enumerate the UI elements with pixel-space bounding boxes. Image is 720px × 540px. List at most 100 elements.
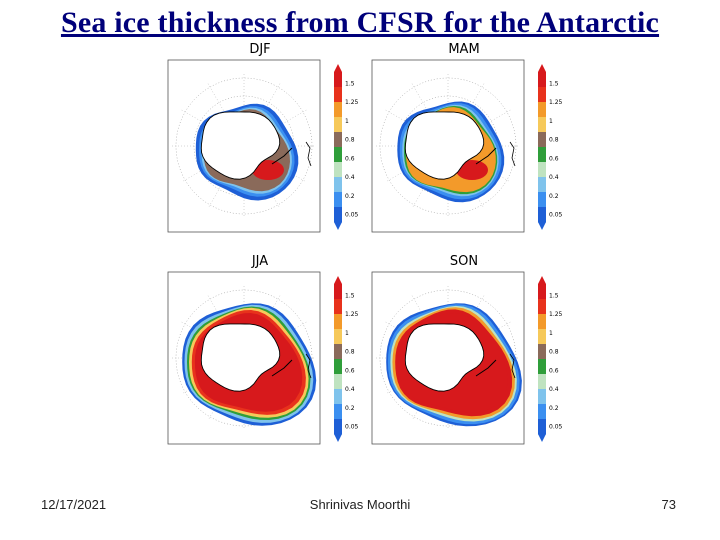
colorbar-tick-label: 1 [549,330,553,337]
colorbar-segment [334,87,342,103]
colorbar-segment [538,102,546,118]
colorbar-segment [334,177,342,193]
colorbar-segment [334,314,342,330]
colorbar-tick-label: 0.4 [345,386,355,393]
map-mam: 1.5 1.25 1 0.8 0.6 0.4 0.2 0.05 [371,59,563,233]
colorbar-segment [538,419,546,435]
colorbar-segment [334,72,342,88]
colorbar-tick-label: 1.25 [345,311,359,318]
colorbar-tick-label: 0.6 [345,155,355,162]
colorbar-segment [334,329,342,345]
colorbar-tick-label: 1.5 [345,292,355,299]
panel-mam: MAM 1.5 1.25 1 0.8 0.6 0.4 0.2 0.05 [364,42,563,238]
colorbar-tick-label: 1.25 [345,99,359,106]
colorbar-segment [334,344,342,360]
colorbar-segment [538,374,546,390]
antarctic-peninsula [475,147,497,165]
colorbar-arrow-bottom [334,222,342,230]
season-label: SON [449,254,479,269]
colorbar-tick-label: 0.6 [345,367,355,374]
colorbar-tick-label: 1.25 [549,99,563,106]
colorbar-segment [538,117,546,133]
colorbar-tick-label: 0.2 [345,193,355,200]
season-label: MAM [448,42,480,57]
colorbar-segment [538,299,546,315]
colorbar-tick-label: 0.8 [345,349,355,356]
colorbar-arrow-top [334,276,342,284]
colorbar-tick-label: 1.5 [549,292,559,299]
colorbar-segment [334,419,342,435]
colorbar-tick-label: 0.6 [549,367,559,374]
footer-page-number: 73 [661,497,676,512]
colorbar-segment [538,404,546,420]
south-america-tip [509,141,516,167]
colorbar-tick-label: 1 [345,118,349,125]
ice-thick-patch [252,160,284,180]
colorbar-segment [538,359,546,375]
antarctica-landmass [404,323,485,392]
seasonal-maps-figure: DJF 1.5 1.25 1 0.8 0.6 0.4 0.2 0.05 MAM 1.5 1.25… [160,42,563,446]
colorbar-tick-label: 0.6 [549,155,559,162]
colorbar-tick-label: 0.2 [345,405,355,412]
colorbar-segment [538,162,546,178]
colorbar-tick-label: 0.05 [345,212,359,219]
colorbar-segment [538,389,546,405]
colorbar-tick-label: 0.05 [345,424,359,431]
colorbar-segment [334,299,342,315]
colorbar-segment [334,117,342,133]
colorbar-tick-label: 0.4 [549,386,559,393]
colorbar-tick-label: 0.2 [549,405,559,412]
colorbar-segment [538,132,546,148]
colorbar-tick-label: 1 [549,118,553,125]
ice-thick-patch [456,160,488,180]
slide-title: Sea ice thickness from CFSR for the Anta… [60,6,660,39]
south-america-tip [509,353,516,379]
map-son: 1.5 1.25 1 0.8 0.6 0.4 0.2 0.05 [371,271,563,445]
antarctic-peninsula [271,147,293,165]
colorbar-segment [334,132,342,148]
antarctic-peninsula [271,359,293,377]
colorbar-tick-label: 0.8 [549,349,559,356]
colorbar-arrow-top [334,64,342,72]
colorbar-arrow-bottom [538,434,546,442]
season-label: JJA [251,254,269,269]
colorbar-tick-label: 1.5 [345,80,355,87]
colorbar-segment [334,389,342,405]
colorbar-segment [538,207,546,223]
colorbar-segment [334,404,342,420]
colorbar-segment [334,284,342,300]
colorbar-tick-label: 0.4 [345,174,355,181]
colorbar-segment [334,207,342,223]
colorbar-segment [334,374,342,390]
colorbar-segment [538,147,546,163]
colorbar-segment [538,314,546,330]
colorbar-segment [538,177,546,193]
colorbar-tick-label: 0.4 [549,174,559,181]
colorbar-arrow-top [538,64,546,72]
antarctica-landmass [404,111,485,180]
colorbar-tick-label: 0.8 [549,137,559,144]
colorbar-arrow-bottom [334,434,342,442]
panel-djf: DJF 1.5 1.25 1 0.8 0.6 0.4 0.2 0.05 [160,42,359,238]
colorbar-arrow-top [538,276,546,284]
panel-son: SON 1.5 1.25 1 0.8 0.6 0.4 0.2 0.05 [364,254,563,450]
colorbar-segment [538,284,546,300]
footer-author: Shrinivas Moorthi [309,497,411,512]
colorbar-segment [538,344,546,360]
south-america-tip [305,141,312,167]
colorbar-segment [334,192,342,208]
antarctica-landmass [200,323,281,392]
south-america-tip [305,353,312,379]
colorbar-segment [538,192,546,208]
colorbar-tick-label: 0.8 [345,137,355,144]
colorbar-tick-label: 1.25 [549,311,563,318]
colorbar-tick-label: 1 [345,330,349,337]
colorbar-segment [538,87,546,103]
colorbar-tick-label: 0.05 [549,212,563,219]
colorbar-segment [538,329,546,345]
colorbar-segment [334,147,342,163]
colorbar-tick-label: 1.5 [549,80,559,87]
panel-jja: JJA 1.5 1.25 1 0.8 0.6 0.4 0.2 0.05 [160,254,359,450]
season-label: DJF [249,42,271,57]
map-jja: 1.5 1.25 1 0.8 0.6 0.4 0.2 0.05 [167,271,359,445]
